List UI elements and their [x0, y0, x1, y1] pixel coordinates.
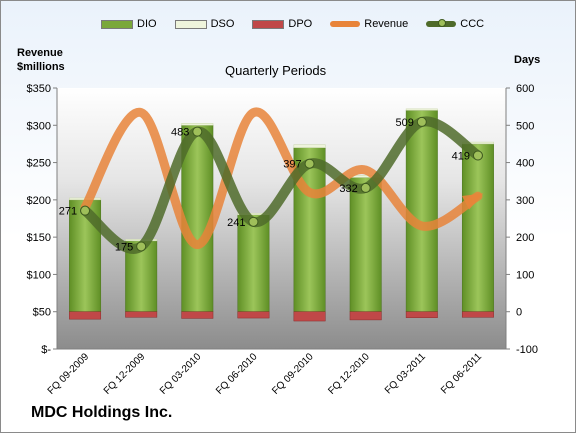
right-tick-label: 500: [516, 120, 534, 132]
bar-dpo: [181, 311, 214, 319]
legend: DIO DSO DPO Revenue CCC: [101, 15, 502, 33]
bar-dpo: [461, 311, 494, 318]
ccc-point: [416, 116, 427, 127]
x-tick-label: FQ 09-2009: [46, 351, 92, 397]
legend-swatch: [252, 19, 285, 29]
ccc-data-label: 483: [171, 127, 189, 139]
legend-item: Revenue: [330, 18, 408, 30]
bar-dpo: [293, 311, 326, 322]
legend-line-marker: [426, 19, 457, 27]
x-tick-label: FQ 12-2010: [326, 351, 372, 397]
chart-title: Quarterly Periods: [225, 63, 327, 78]
revenue-line: [80, 107, 483, 250]
right-tick-label: 600: [516, 83, 534, 95]
left-tick-label: $100: [27, 269, 51, 281]
left-tick-label: $150: [27, 232, 51, 244]
legend-swatch: [174, 19, 207, 29]
ccc-data-label: 271: [59, 206, 77, 218]
x-tick-label: FQ 06-2011: [439, 351, 484, 396]
right-tick-label: 300: [516, 195, 534, 207]
right-tick-label: 200: [516, 232, 534, 244]
revenue-arrowhead: [461, 193, 484, 210]
bar-dso: [181, 123, 214, 126]
left-tick-label: $300: [27, 120, 51, 132]
ccc-point: [360, 182, 371, 193]
company-name: MDC Holdings Inc.: [31, 404, 173, 421]
ccc-point: [192, 126, 203, 137]
bar-dio: [349, 177, 382, 312]
bar-dio: [405, 110, 438, 312]
ccc-data-label: 175: [115, 241, 133, 253]
x-tick-label: FQ 12-2009: [102, 351, 148, 397]
ccc-point: [472, 150, 483, 161]
right-tick-label: 400: [516, 158, 534, 170]
legend-swatch: [101, 19, 133, 29]
left-tick-label: $200: [27, 195, 51, 207]
ccc-line: [80, 116, 483, 254]
legend-item: DPO: [252, 18, 312, 30]
ccc-point: [304, 158, 315, 169]
x-tick-label: FQ 06-2010: [214, 351, 260, 397]
bar-dpo: [405, 311, 438, 318]
ccc-data-label: 419: [452, 150, 470, 162]
left-axis-label-line1: Revenue: [17, 47, 63, 59]
legend-label: Revenue: [364, 18, 409, 30]
legend-label: CCC: [460, 18, 485, 30]
legend-line-marker: [330, 21, 361, 27]
legend-label: DSO: [210, 18, 235, 30]
legend-item: DIO: [101, 18, 157, 30]
bar-dpo: [69, 311, 102, 320]
ccc-point: [248, 216, 259, 227]
bar-dio: [237, 214, 270, 312]
legend-label: DIO: [137, 18, 157, 30]
ccc-point: [136, 241, 147, 252]
legend-item: CCC: [426, 18, 484, 30]
left-tick-label: $-: [41, 344, 51, 356]
x-tick-label: FQ 03-2010: [158, 351, 204, 397]
bar-dpo: [349, 311, 382, 321]
ccc-data-label: 241: [227, 217, 245, 229]
bar-dso: [293, 144, 326, 148]
legend-label: DPO: [288, 18, 313, 30]
bar-dio: [181, 125, 214, 312]
left-tick-label: $50: [33, 307, 51, 319]
bar-dpo: [125, 311, 158, 318]
x-tick-label: FQ 03-2011: [383, 351, 428, 396]
bar-dio: [461, 143, 494, 312]
legend-dot: [438, 19, 447, 27]
left-axis-label-line2: $millions: [17, 61, 65, 73]
right-tick-label: 0: [516, 307, 522, 319]
legend-item: DSO: [174, 18, 235, 30]
ccc-data-label: 509: [395, 117, 413, 129]
bar-dpo: [237, 311, 270, 319]
left-tick-label: $250: [27, 158, 51, 170]
ccc-data-label: 397: [283, 159, 301, 171]
bar-dso: [405, 108, 438, 111]
x-tick-label: FQ 09-2010: [270, 351, 316, 397]
ccc-data-label: 332: [339, 183, 357, 195]
right-tick-label: 100: [516, 269, 534, 281]
left-tick-label: $350: [27, 83, 51, 95]
right-tick-label: -100: [516, 344, 538, 356]
right-axis-label: Days: [514, 54, 541, 66]
ccc-point: [80, 205, 91, 216]
